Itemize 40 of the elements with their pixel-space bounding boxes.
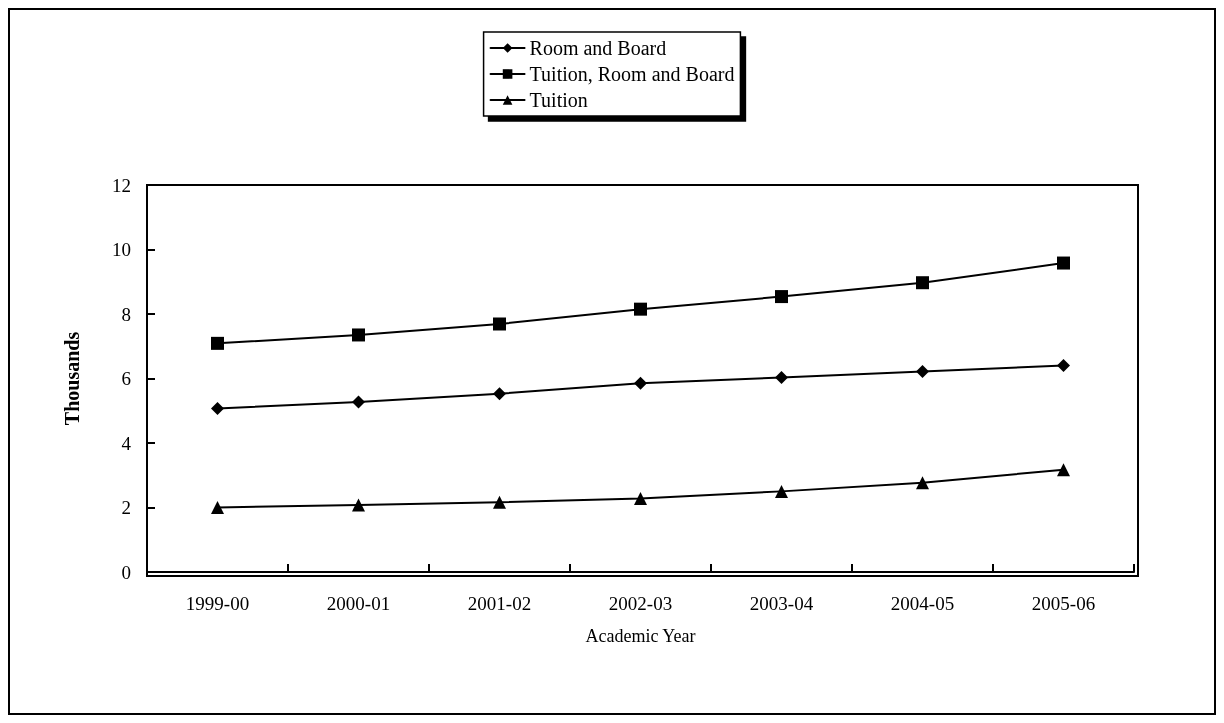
x-tick-label: 2004-05: [890, 593, 955, 614]
point: [1057, 463, 1070, 477]
x-axis-title: Academic Year: [585, 626, 696, 646]
y-tick-label: 4: [121, 432, 132, 454]
point: [634, 491, 647, 505]
point: [634, 302, 647, 316]
legend-label: Room and Board: [529, 37, 667, 59]
y-tick-label: 6: [121, 368, 131, 389]
point: [916, 476, 929, 490]
x-tick-label: 2000-01: [326, 593, 391, 614]
point: [493, 317, 506, 331]
x-tick-label: 2005-06: [1031, 593, 1096, 614]
point: [775, 484, 788, 498]
point: [352, 498, 365, 512]
legend-label: Tuition, Room and Board: [529, 63, 735, 85]
x-tick-label: 1999-00: [185, 593, 250, 614]
point: [916, 276, 929, 290]
point: [775, 371, 788, 385]
point: [211, 501, 224, 514]
point: [775, 290, 788, 304]
x-tick-label: 2003-04: [749, 593, 814, 614]
point: [352, 395, 365, 409]
y-tick-label: 0: [121, 561, 131, 583]
point: [1057, 359, 1070, 373]
point: [916, 364, 929, 378]
point: [493, 495, 506, 509]
y-tick-label: 8: [121, 303, 131, 325]
point: [211, 401, 224, 415]
x-tick-label: 2002-03: [608, 593, 673, 614]
y-tick-label: 2: [121, 497, 131, 518]
y-tick-label: 12: [112, 174, 131, 196]
point: [634, 376, 647, 390]
point: [1057, 256, 1070, 270]
legend-label: Tuition: [529, 89, 588, 111]
y-axis-title: Thousands: [61, 331, 83, 426]
point: [211, 336, 224, 350]
x-tick-label: 2001-02: [467, 593, 532, 614]
point: [493, 387, 506, 401]
point: [352, 328, 365, 342]
y-tick-label: 10: [112, 239, 131, 260]
